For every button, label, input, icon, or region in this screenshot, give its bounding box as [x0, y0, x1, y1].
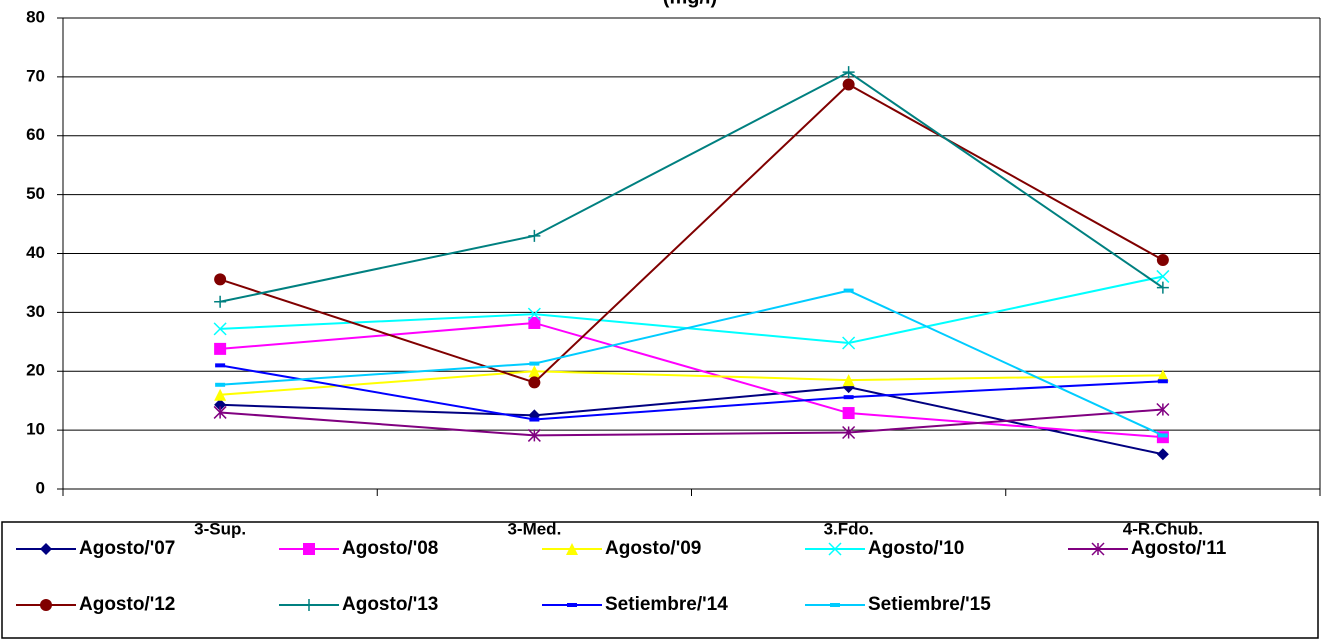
marker	[529, 361, 540, 366]
x-tick-label: 3-Med.	[507, 519, 561, 538]
marker	[527, 428, 541, 442]
marker	[528, 229, 541, 242]
marker	[214, 295, 227, 308]
y-tick-label: 70	[26, 66, 45, 85]
marker	[303, 599, 315, 611]
marker	[566, 543, 578, 555]
marker	[528, 316, 541, 329]
x-tick-label: 3-Sup.	[194, 519, 246, 538]
legend-box	[1, 521, 1319, 639]
marker	[843, 288, 854, 293]
marker	[214, 388, 227, 401]
marker	[215, 382, 226, 387]
legend-label: Setiembre/'14	[605, 594, 728, 615]
legend-label: Agosto/'12	[79, 594, 175, 615]
marker	[842, 336, 856, 350]
series-line	[220, 321, 1163, 439]
chart-title: (mg/l)	[663, 0, 717, 8]
series-line	[219, 71, 1164, 303]
legend-label: Agosto/'09	[605, 538, 701, 559]
legend-label: Agosto/'08	[342, 538, 438, 559]
y-tick-label: 30	[26, 302, 45, 321]
marker	[214, 273, 227, 286]
marker	[842, 66, 855, 79]
y-tick-label: 20	[26, 361, 45, 380]
marker	[40, 599, 52, 611]
x-tick-label: 3.Fdo.	[824, 519, 874, 538]
marker	[830, 603, 840, 607]
legend-label: Setiembre/'15	[868, 594, 991, 615]
marker	[1156, 281, 1169, 294]
marker	[528, 376, 541, 389]
y-tick-label: 50	[26, 184, 45, 203]
marker	[213, 405, 227, 419]
marker	[1156, 448, 1169, 461]
y-tick-label: 40	[26, 243, 45, 262]
legend-label: Agosto/'13	[342, 594, 438, 615]
legend-label: Agosto/'10	[868, 538, 964, 559]
marker	[843, 395, 854, 400]
marker	[40, 543, 52, 555]
series-line	[220, 289, 1164, 437]
y-tick-label: 0	[36, 478, 45, 497]
series-line	[220, 408, 1163, 437]
marker	[842, 425, 856, 440]
marker	[1157, 433, 1168, 438]
marker	[1156, 369, 1169, 382]
marker	[842, 407, 855, 420]
marker	[529, 417, 540, 422]
marker	[527, 307, 541, 321]
marker	[842, 374, 855, 387]
x-tick-label: 4-R.Chub.	[1123, 519, 1203, 538]
y-tick-label: 60	[26, 125, 45, 144]
marker	[828, 542, 842, 556]
marker	[1156, 253, 1169, 266]
marker	[842, 78, 855, 91]
marker	[213, 322, 227, 336]
y-tick-label: 80	[26, 7, 45, 26]
marker	[214, 398, 227, 411]
marker	[1156, 269, 1170, 283]
legend-label: Agosto/'11	[1131, 538, 1227, 559]
series-line	[219, 364, 1163, 421]
marker	[1157, 379, 1168, 384]
marker	[528, 365, 541, 378]
marker	[215, 363, 226, 368]
legend-label: Agosto/'07	[79, 538, 175, 559]
series-line	[220, 370, 1163, 396]
series-line	[220, 275, 1164, 344]
marker	[1091, 542, 1105, 556]
y-tick-label: 10	[26, 420, 45, 439]
marker	[303, 543, 315, 555]
marker	[214, 342, 227, 355]
series-line	[219, 83, 1164, 384]
marker	[567, 603, 577, 607]
marker	[1156, 402, 1170, 417]
